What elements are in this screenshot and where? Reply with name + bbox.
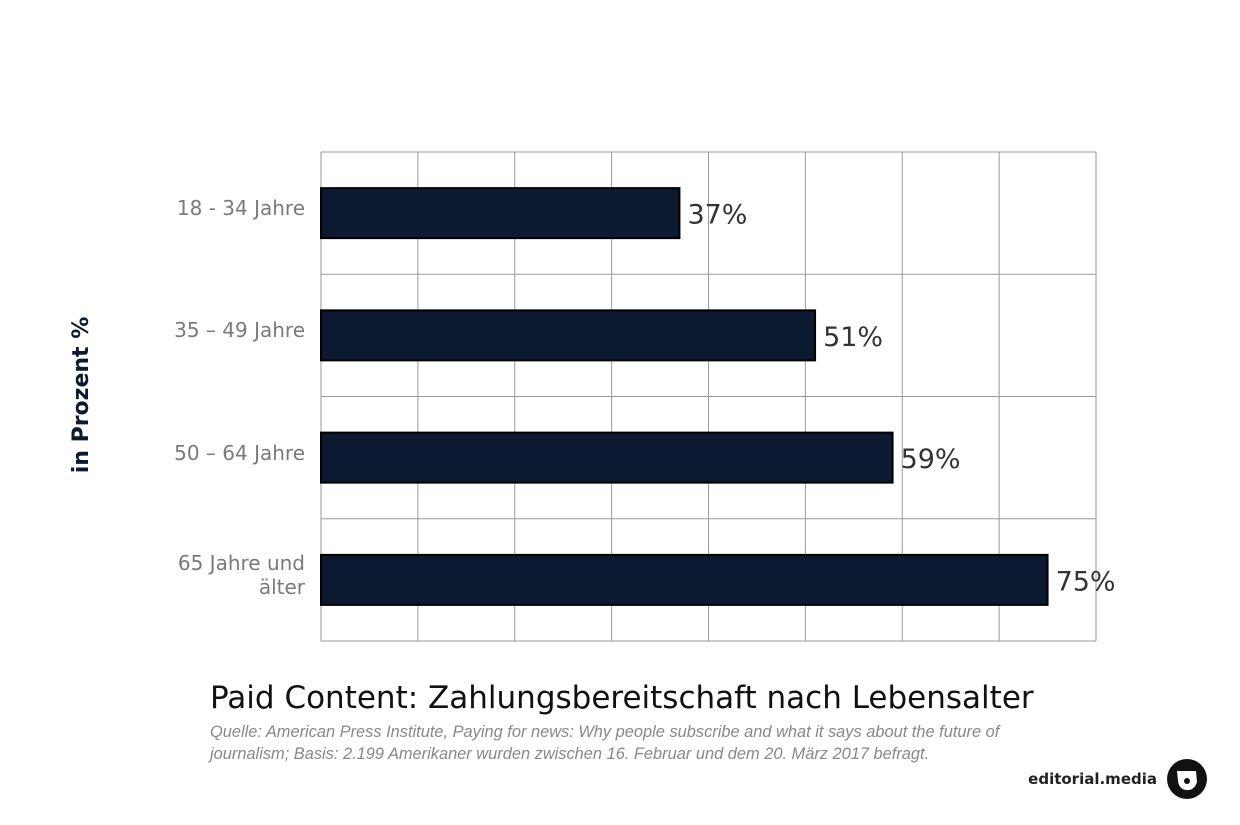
bar: [320, 553, 1049, 606]
value-label: 59%: [901, 444, 961, 475]
logo-dot: [1184, 778, 1190, 784]
category-label: 65 Jahre und älter: [177, 550, 305, 599]
source-note: Quelle: American Press Institute, Paying…: [210, 723, 1000, 763]
category-label: 50 – 64 Jahre: [174, 440, 305, 465]
value-label: 37%: [687, 200, 747, 231]
bar: [320, 309, 817, 362]
bar: [320, 187, 681, 240]
category-label: 35 – 49 Jahre: [174, 318, 305, 343]
brand: editorial.media: [1028, 770, 1157, 788]
bar: [320, 431, 894, 484]
y-axis-label: in Prozent %: [69, 317, 94, 474]
chart-title: Paid Content: Zahlungsbereitschaft nach …: [210, 680, 1034, 716]
value-label: 75%: [1056, 566, 1116, 597]
value-label: 51%: [823, 322, 883, 353]
category-label: 18 - 34 Jahre: [176, 196, 305, 221]
